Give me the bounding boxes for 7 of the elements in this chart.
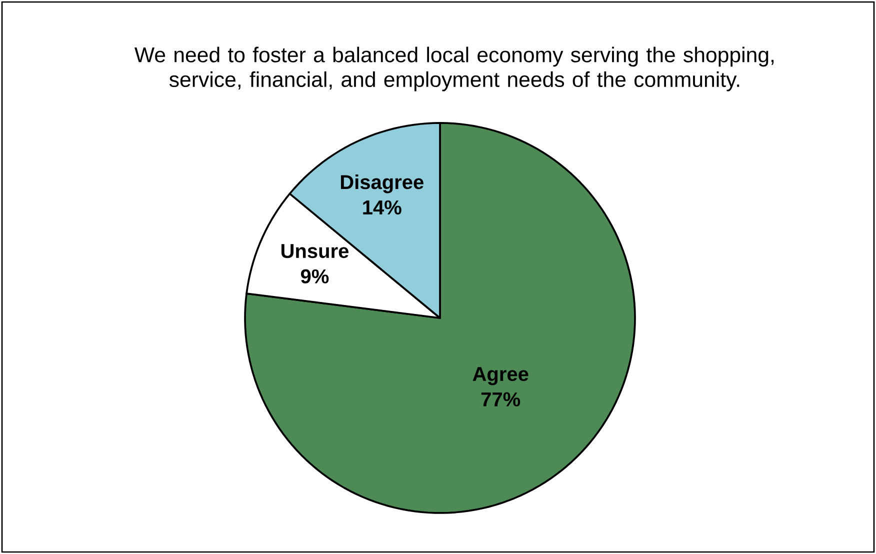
slice-label: Agree bbox=[472, 367, 528, 386]
slice-label: Unsure bbox=[281, 244, 348, 258]
slice-label: Disagree bbox=[340, 174, 424, 194]
data-label: 9% bbox=[300, 269, 329, 284]
data-label: 77% bbox=[481, 392, 520, 406]
chart-title: We need to foster a balanced local economy serving the shopping, service, financial, and employment needs of the community. bbox=[134, 46, 774, 92]
data-label: 14% bbox=[363, 200, 402, 214]
